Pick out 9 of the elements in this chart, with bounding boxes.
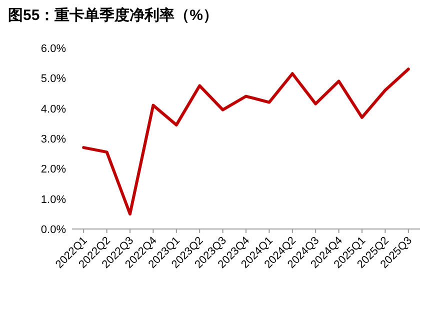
y-tick-label: 4.0% (40, 103, 66, 116)
y-tick-label: 1.0% (40, 194, 66, 206)
line-series (82, 68, 410, 216)
y-tick-label: 6.0% (40, 43, 66, 55)
chart-title: 图55：重卡单季度净利率（%） (8, 6, 218, 24)
y-tick-label: 0.0% (40, 224, 66, 236)
y-tick-label: 2.0% (40, 164, 66, 176)
y-tick-label: 3.0% (40, 134, 66, 146)
y-tick-label: 5.0% (40, 73, 66, 86)
